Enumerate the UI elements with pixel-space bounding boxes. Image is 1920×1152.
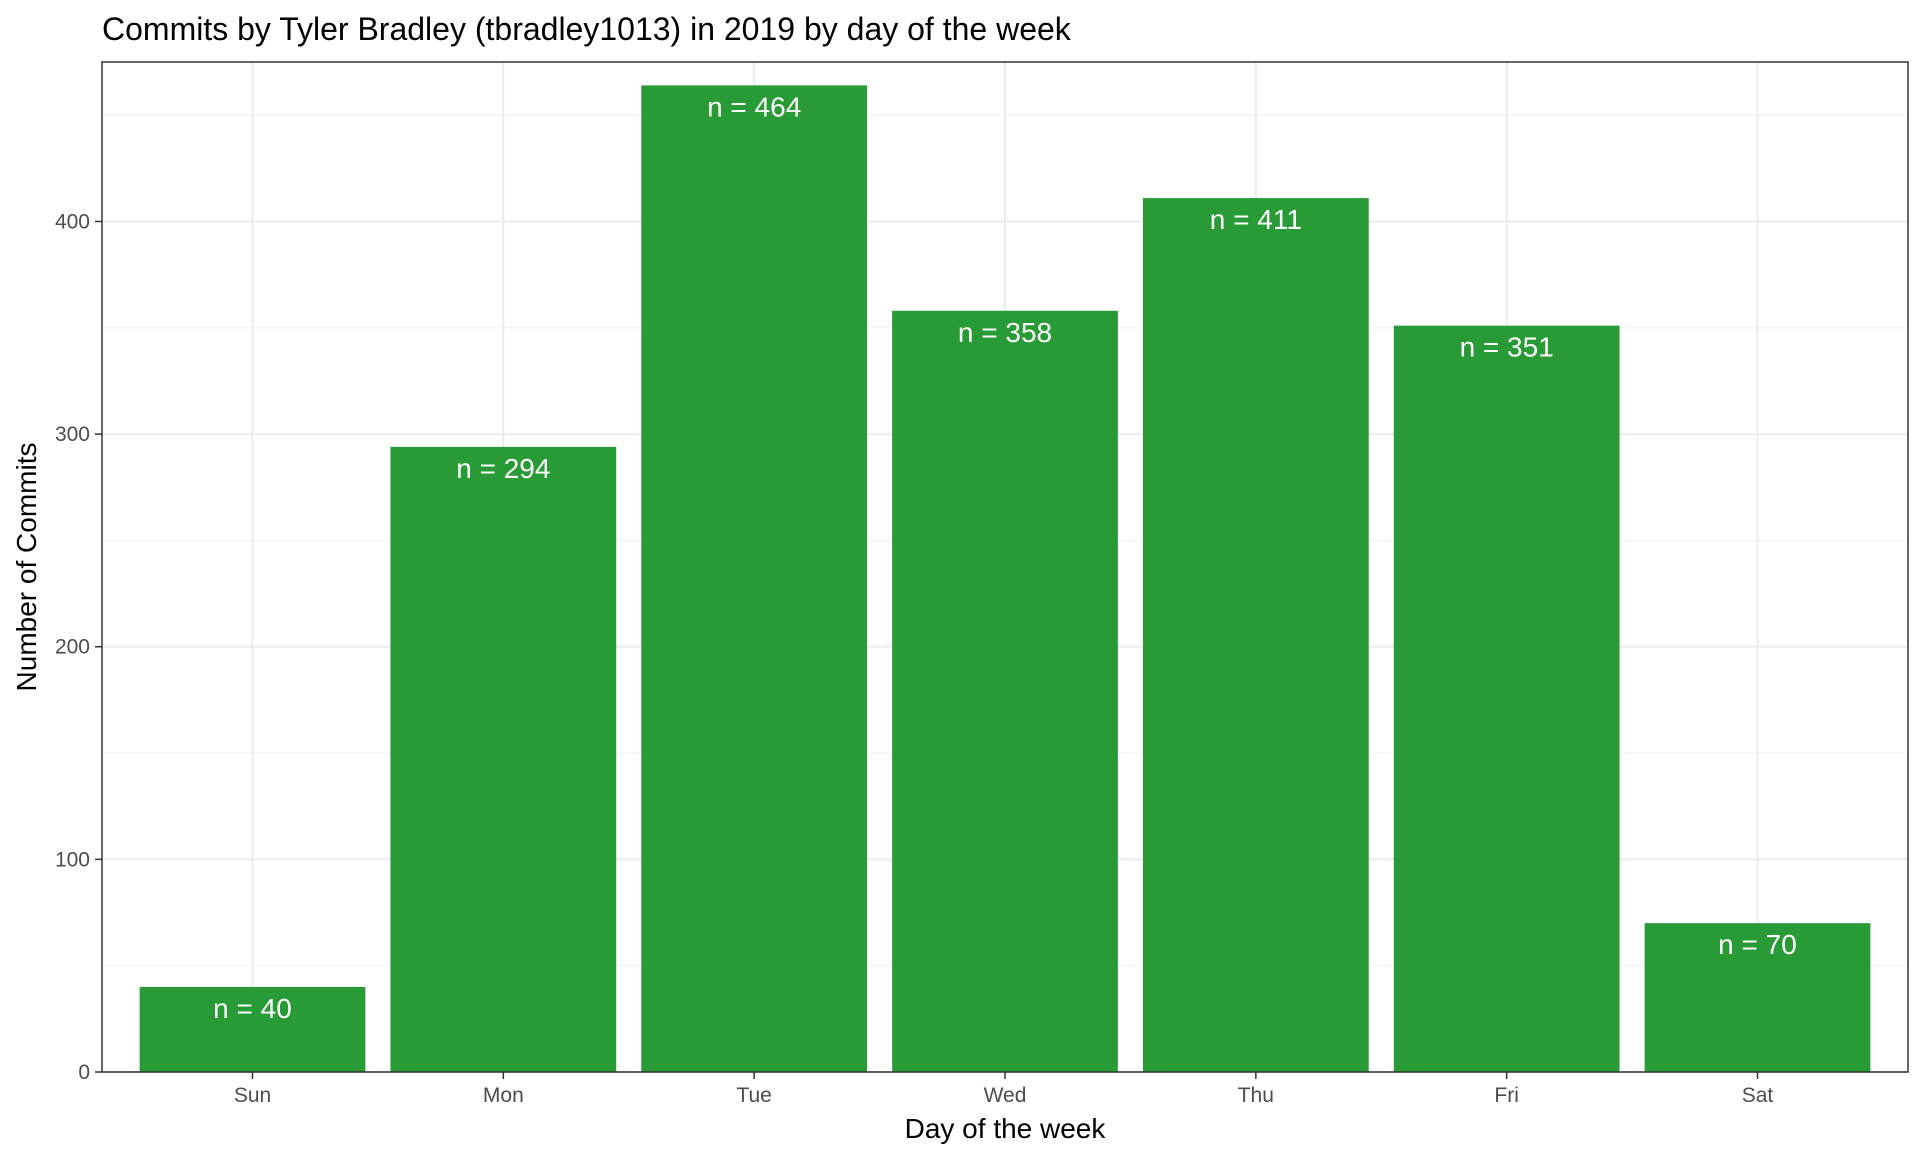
x-tick-label: Sat	[1742, 1084, 1774, 1107]
bar-label: n = 70	[1718, 929, 1797, 960]
bar	[1644, 923, 1871, 1072]
x-tick-label: Fri	[1494, 1084, 1519, 1107]
bar	[641, 85, 868, 1073]
chart-title: Commits by Tyler Bradley (tbradley1013) …	[102, 11, 1072, 47]
bar	[139, 986, 366, 1072]
y-axis: 0 100 200 300 400	[55, 210, 102, 1084]
x-tick-label: Thu	[1238, 1084, 1274, 1107]
bar-label: n = 351	[1460, 332, 1554, 363]
bar-label: n = 464	[707, 91, 801, 122]
x-tick-label: Mon	[483, 1084, 524, 1107]
bar	[1142, 198, 1369, 1072]
y-tick-label: 300	[55, 423, 90, 446]
y-tick-label: 100	[55, 848, 90, 871]
x-tick-label: Tue	[736, 1084, 771, 1107]
y-tick-label: 200	[55, 636, 90, 659]
y-axis-title: Number of Commits	[11, 443, 42, 692]
x-tick-label: Wed	[984, 1084, 1027, 1107]
bar	[892, 310, 1118, 1073]
y-tick-label: 0	[78, 1061, 90, 1084]
bar	[390, 446, 617, 1072]
bar-label: n = 294	[456, 453, 550, 484]
x-tick-label: Sun	[234, 1084, 271, 1107]
bar-labels: n = 40 n = 294 n = 464 n = 358 n = 411 n = 35…	[213, 91, 1797, 1024]
bars	[139, 85, 1871, 1073]
bar-label: n = 411	[1210, 204, 1302, 235]
bar-label: n = 358	[958, 317, 1052, 348]
bar	[1393, 325, 1620, 1072]
y-tick-label: 400	[55, 210, 90, 233]
x-axis-title: Day of the week	[905, 1113, 1107, 1144]
bar-label: n = 40	[213, 993, 292, 1024]
x-axis: Sun Mon Tue Wed Thu Fri Sat	[234, 1072, 1774, 1107]
